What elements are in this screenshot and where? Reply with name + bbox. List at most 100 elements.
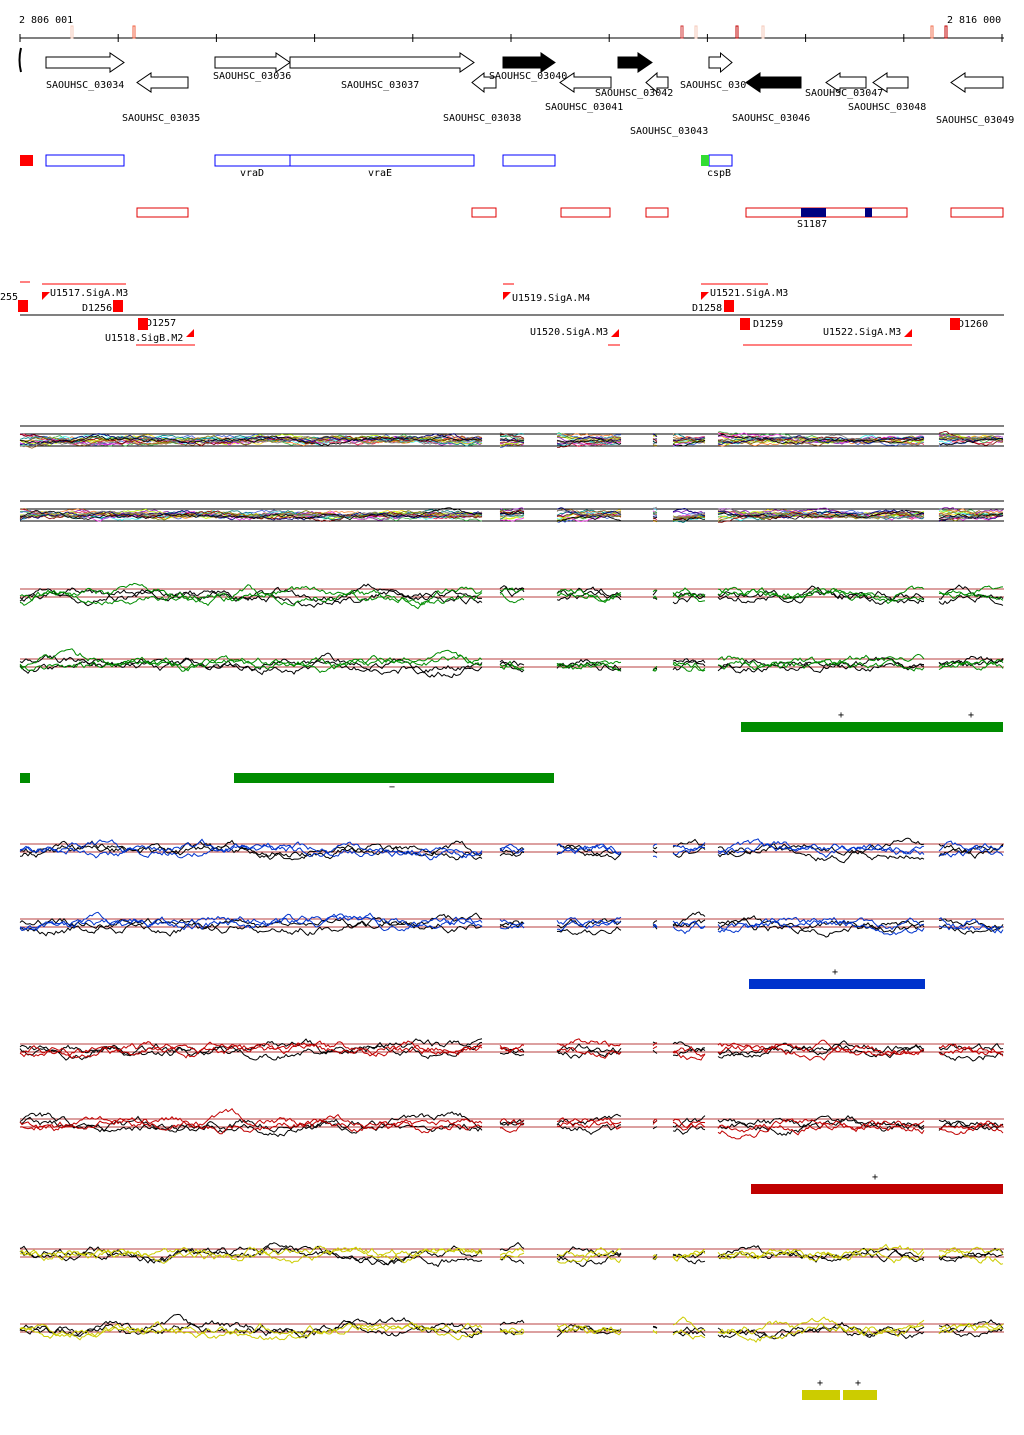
annotation-green: [701, 155, 709, 166]
region-box: [745, 207, 908, 218]
promoter-flag-fwd: [42, 292, 50, 300]
expression-line: [499, 437, 525, 443]
gene-arrow-SAOUHSC_030: [708, 51, 733, 74]
axis-marker: [944, 25, 948, 39]
expression-line: [672, 1251, 706, 1259]
expression-line: [652, 923, 658, 928]
promoter-label: U1518.SigB.M2: [105, 333, 183, 344]
expression-line: [499, 1252, 525, 1260]
expression-line: [556, 592, 622, 604]
expression-line: [652, 1049, 658, 1054]
expression-line: [717, 1042, 925, 1061]
annotation-label: vraE: [368, 168, 392, 179]
expression-line: [556, 434, 622, 440]
condition-sign: +: [832, 967, 838, 978]
expression-line: [556, 660, 622, 668]
gene-label: SAOUHSC_03036: [213, 71, 291, 82]
expression-line: [499, 847, 525, 857]
expression-line: [499, 514, 525, 517]
expression-line: [19, 433, 483, 446]
promoter-label: U1522.SigA.M3: [823, 327, 901, 338]
expression-line: [499, 921, 525, 928]
expression-line: [652, 444, 658, 446]
condition-bar-yellow: [843, 1390, 877, 1400]
gene-label: SAOUHSC_03041: [545, 102, 623, 113]
gene-label: SAOUHSC_03049: [936, 115, 1014, 126]
expression-line: [718, 434, 925, 446]
axis-end-label: 2 816 000: [947, 15, 1001, 26]
expression-line: [717, 915, 925, 938]
gene-arrow-SAOUHSC_03034: [45, 52, 125, 73]
expression-line: [938, 1120, 1004, 1131]
expression-line: [717, 1042, 925, 1059]
gene-label: SAOUHSC_030: [680, 80, 746, 91]
expression-line: [20, 1040, 483, 1059]
gene-label: SAOUHSC_03040: [489, 71, 567, 82]
expression-line: [672, 515, 706, 520]
condition-sign: +: [817, 1378, 823, 1389]
expression-line: [652, 855, 658, 858]
expression-line: [499, 1044, 525, 1054]
expression-line: [938, 1051, 1004, 1062]
expression-line: [499, 1118, 524, 1126]
expression-line: [938, 513, 1004, 520]
expression-line: [556, 1323, 622, 1336]
gene-label: SAOUHSC_03035: [122, 113, 200, 124]
promoter-label: D1258: [692, 303, 722, 314]
expression-line: [499, 585, 525, 593]
expression-line: [19, 435, 483, 447]
expression-line: [672, 920, 706, 929]
axis-marker: [761, 25, 765, 39]
expression-line: [19, 1246, 483, 1264]
expression-line: [672, 1250, 706, 1259]
expression-line: [672, 436, 706, 441]
expression-line: [499, 435, 525, 442]
expression-line: [19, 1313, 483, 1336]
expression-line: [672, 661, 706, 672]
expression-line: [717, 656, 925, 674]
expression-line: [652, 920, 658, 924]
expression-line: [499, 438, 525, 442]
expression-line: [652, 513, 658, 517]
expression-line: [672, 1316, 706, 1333]
gene-arrow-SAOUHSC_03047: [825, 72, 867, 93]
expression-line: [717, 838, 925, 855]
expression-line: [556, 1123, 622, 1136]
promoter-block: [113, 300, 123, 312]
expression-line: [652, 506, 658, 509]
gene-arrow-SAOUHSC_03042: [617, 52, 653, 73]
gene-label: SAOUHSC_03048: [848, 102, 926, 113]
expression-line: [652, 1042, 658, 1046]
expression-line: [938, 508, 1004, 515]
region-box: [136, 207, 189, 218]
expression-line: [938, 437, 1004, 443]
expression-line: [500, 664, 525, 671]
gene-arrow-SAOUHSC_03049: [950, 72, 1004, 93]
expression-line: [672, 1118, 706, 1129]
expression-line: [672, 842, 706, 856]
expression-line: [717, 916, 925, 936]
expression-line: [717, 589, 925, 604]
expression-line: [19, 1113, 483, 1135]
expression-line: [19, 1107, 483, 1134]
condition-bar-red: [751, 1184, 1003, 1194]
expression-line: [499, 846, 525, 854]
gene-arrow-SAOUHSC_03038: [471, 71, 497, 94]
expression-line: [717, 659, 924, 674]
expression-line: [672, 844, 706, 852]
expression-line: [672, 436, 706, 442]
condition-sign: +: [968, 710, 974, 721]
expression-line: [717, 434, 925, 445]
axis-marker: [930, 25, 934, 39]
promoter-label: D1259: [753, 319, 783, 330]
expression-line: [672, 1120, 706, 1131]
expression-line: [672, 838, 706, 848]
expression-line: [557, 508, 622, 514]
gene-arrow-SAOUHSC_03036: [214, 52, 291, 73]
expression-line: [672, 919, 706, 928]
expression-line: [672, 1050, 706, 1061]
expression-line: [499, 432, 525, 440]
condition-bar-green: [20, 773, 30, 783]
